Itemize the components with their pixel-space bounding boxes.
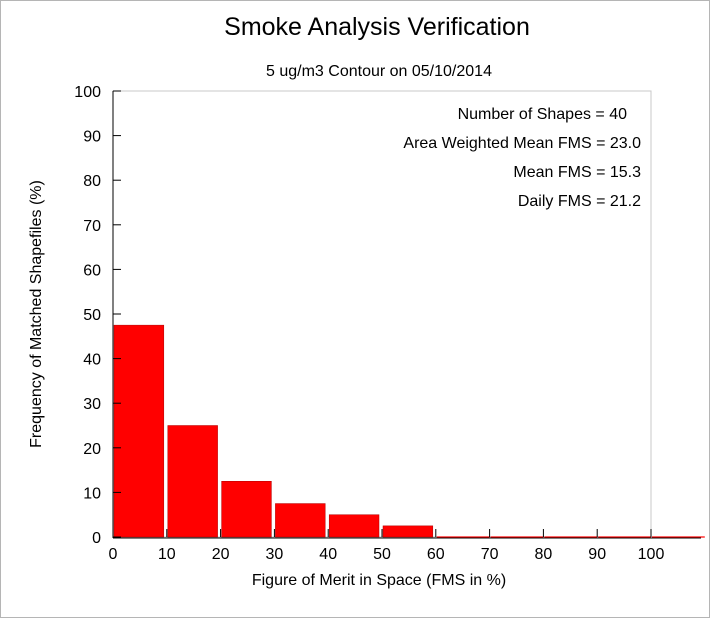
y-tick-label: 70 [83, 218, 101, 235]
y-tick-label: 0 [92, 530, 101, 547]
x-tick-label: 10 [158, 546, 176, 563]
stats-annotations: Number of Shapes = 40 Area Weighted Mean… [403, 106, 641, 210]
x-tick-label: 20 [212, 546, 230, 563]
stat-area-weighted-mean-fms: Area Weighted Mean FMS = 23.0 [403, 135, 641, 152]
x-tick-label: 30 [266, 546, 284, 563]
y-tick-label: 90 [83, 129, 101, 146]
histogram-bar [328, 514, 380, 538]
y-tick-label: 100 [74, 84, 101, 101]
x-tick-label: 0 [109, 546, 118, 563]
histogram-bar [275, 503, 326, 538]
y-tick-label: 40 [83, 352, 101, 369]
histogram-bar [652, 536, 705, 538]
y-tick-label: 80 [83, 173, 101, 190]
y-tick-label: 20 [83, 441, 101, 458]
x-tick-label: 50 [373, 546, 391, 563]
y-tick-label: 60 [83, 262, 101, 279]
stat-mean-fms: Mean FMS = 15.3 [513, 164, 641, 181]
x-tick-label: 40 [319, 546, 337, 563]
y-tick-label: 10 [83, 485, 101, 502]
stat-number-of-shapes: Number of Shapes = 40 [458, 106, 628, 123]
y-axis-label: Frequency of Matched Shapefiles (%) [28, 180, 45, 448]
y-tick-label: 30 [83, 396, 101, 413]
histogram-bar [436, 536, 490, 538]
histogram-bar [113, 324, 165, 538]
chart-subtitle: 5 ug/m3 Contour on 05/10/2014 [266, 63, 492, 80]
y-tick-label: 50 [83, 307, 101, 324]
x-tick-label: 80 [535, 546, 553, 563]
x-tick-label: 70 [481, 546, 499, 563]
x-axis-label: Figure of Merit in Space (FMS in %) [252, 572, 506, 589]
x-tick-label: 100 [638, 546, 665, 563]
histogram-bar [490, 536, 544, 538]
histogram-bar [382, 525, 434, 538]
histogram-bar [598, 536, 651, 538]
chart-title: Smoke Analysis Verification [224, 13, 530, 41]
histogram-bar [544, 536, 598, 538]
stat-daily-fms: Daily FMS = 21.2 [518, 193, 641, 210]
x-tick-label: 90 [588, 546, 606, 563]
x-tick-label: 60 [427, 546, 445, 563]
histogram-bar [221, 481, 272, 538]
histogram-bar [167, 425, 218, 538]
